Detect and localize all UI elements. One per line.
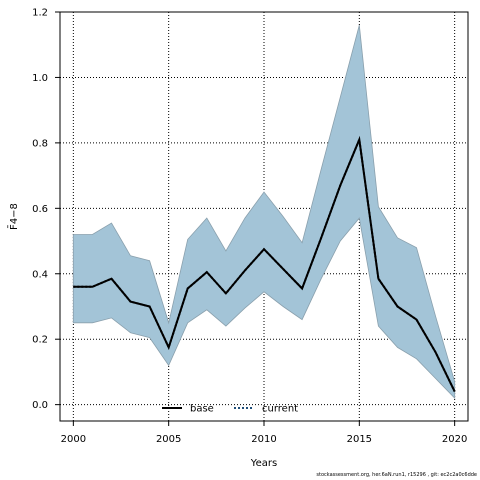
series-line-current bbox=[73, 135, 456, 393]
x-tick-label: 2020 bbox=[442, 434, 467, 445]
y-tick-label: 0.6 bbox=[32, 204, 48, 215]
legend-label-current: current bbox=[262, 404, 298, 415]
x-tick-label: 2000 bbox=[61, 434, 86, 445]
y-tick-label: 0.8 bbox=[32, 138, 48, 149]
footer-credit: stockassessment.org, her.6aN.run1, r1529… bbox=[316, 472, 477, 478]
y-tick-label: 0.0 bbox=[32, 400, 48, 411]
y-tick-label: 0.2 bbox=[32, 335, 48, 346]
legend-label-base: base bbox=[190, 404, 214, 415]
y-axis-title: F̄4−8 bbox=[7, 203, 20, 230]
x-tick-label: 2005 bbox=[156, 434, 181, 445]
y-tick-label: 1.2 bbox=[32, 8, 48, 19]
x-tick-label: 2015 bbox=[347, 434, 372, 445]
y-tick-label: 1.0 bbox=[32, 73, 48, 84]
confidence-band bbox=[72, 24, 456, 400]
y-tick-label: 0.4 bbox=[32, 269, 48, 280]
x-axis-title: Years bbox=[250, 458, 277, 469]
x-tick-label: 2010 bbox=[251, 434, 276, 445]
